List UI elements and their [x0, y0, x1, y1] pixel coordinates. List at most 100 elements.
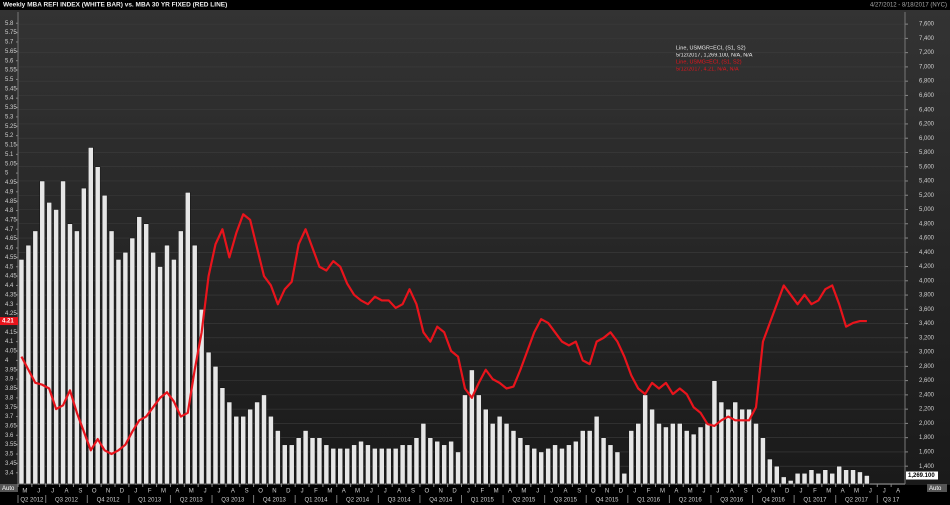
bar [780, 476, 787, 485]
y2-tick-label: 5,000 [919, 207, 935, 213]
bar [573, 440, 579, 485]
y2-tick-label: 1,800 [919, 435, 935, 441]
bar [808, 469, 815, 485]
x-tick-label: M [22, 489, 27, 495]
quarter-label: Q1 2014 [304, 498, 328, 504]
y-tick-label: 5.6 [5, 58, 14, 64]
y-tick-label: 3.4 [5, 470, 14, 476]
y-tick-label: 5.1 [5, 152, 14, 158]
bar [385, 448, 392, 485]
x-tick-label: O [425, 489, 430, 495]
bar [268, 416, 274, 485]
x-tick-label: A [342, 489, 346, 495]
x-tick-label: J [134, 489, 137, 495]
y-tick-label: 3.55 [5, 442, 17, 448]
y-tick-label: 4.9 [5, 189, 14, 195]
y-tick-label: 3.5 [5, 452, 14, 458]
x-tick-label: J [370, 489, 373, 495]
bar [760, 437, 766, 485]
y2-tick-label: 7,400 [919, 36, 935, 42]
x-tick-label: M [494, 489, 499, 495]
x-tick-label: J [869, 489, 872, 495]
bar [399, 444, 406, 485]
y-tick-label: 3.75 [5, 405, 17, 411]
bar [607, 444, 614, 485]
y-tick-label: 4.15 [5, 330, 17, 336]
bar [566, 444, 572, 485]
bar [794, 473, 801, 485]
bar [677, 423, 683, 485]
x-tick-label: O [757, 489, 762, 495]
bar [496, 416, 503, 485]
bar [53, 209, 59, 485]
bar [330, 448, 337, 485]
bar [379, 448, 385, 485]
y-tick-label: 5 [5, 171, 9, 177]
bar [427, 437, 434, 485]
x-tick-label: F [148, 489, 152, 495]
auto-right[interactable]: Auto [929, 486, 942, 492]
bar [448, 440, 454, 485]
bar [787, 480, 794, 485]
quarter-label: Q3 2015 [554, 498, 578, 504]
bar [164, 244, 170, 485]
auto-left[interactable]: Auto [2, 486, 15, 492]
y-tick-label: 4.05 [5, 349, 17, 355]
bar [441, 444, 447, 485]
y-tick-label: 3.8 [5, 395, 14, 401]
x-tick-label: M [660, 489, 665, 495]
bar [864, 475, 870, 485]
y-tick-label: 4.6 [5, 246, 14, 252]
quarter-label: Q4 2013 [263, 498, 287, 504]
quarter-label: Q1 2017 [803, 498, 827, 504]
quarter-label: Q4 2014 [429, 498, 453, 504]
x-tick-label: F [480, 489, 484, 495]
bar [247, 408, 253, 485]
x-tick-label: M [854, 489, 859, 495]
y-tick-label: 4.25 [5, 311, 17, 317]
quarter-label: Q2 2014 [346, 498, 370, 504]
bar [767, 458, 773, 485]
bar [101, 194, 108, 485]
quarter-label: Q4 2012 [97, 498, 121, 504]
bar [198, 309, 205, 485]
y2-tick-label: 6,600 [919, 93, 935, 99]
bar [351, 444, 357, 485]
x-tick-label: A [175, 489, 179, 495]
bar [476, 394, 482, 485]
bar [670, 423, 676, 485]
bar [406, 444, 413, 485]
bar [843, 469, 849, 485]
y2-tick-label: 7,000 [919, 64, 935, 70]
bar [185, 192, 191, 485]
x-tick-label: O [92, 489, 97, 495]
bar [108, 230, 115, 485]
bar [642, 394, 648, 485]
x-tick-label: D [286, 489, 291, 495]
y-tick-label: 3.9 [5, 377, 14, 383]
bar [635, 423, 641, 485]
y-tick-label: 4.8 [5, 208, 14, 214]
bar [815, 473, 822, 485]
x-tick-label: J [703, 489, 706, 495]
bar [552, 444, 558, 485]
y-tick-label: 3.7 [5, 414, 14, 420]
line [20, 213, 867, 456]
y-tick-label: 4.3 [5, 302, 14, 308]
bar [150, 252, 156, 485]
x-tick-label: A [563, 489, 567, 495]
bar [690, 433, 697, 485]
y2-tick-label: 5,800 [919, 150, 935, 156]
bar [704, 423, 711, 485]
bar [545, 448, 551, 485]
y-tick-label: 3.65 [5, 424, 17, 430]
bar [302, 430, 309, 485]
y2-tick-label: 5,200 [919, 193, 935, 199]
y2-tick-label: 6,400 [919, 107, 935, 113]
y2-tick-label: 5,600 [919, 164, 935, 170]
x-tick-label: J [204, 489, 207, 495]
y-tick-label: 3.6 [5, 433, 14, 439]
bar [157, 266, 163, 485]
bar [420, 423, 427, 485]
